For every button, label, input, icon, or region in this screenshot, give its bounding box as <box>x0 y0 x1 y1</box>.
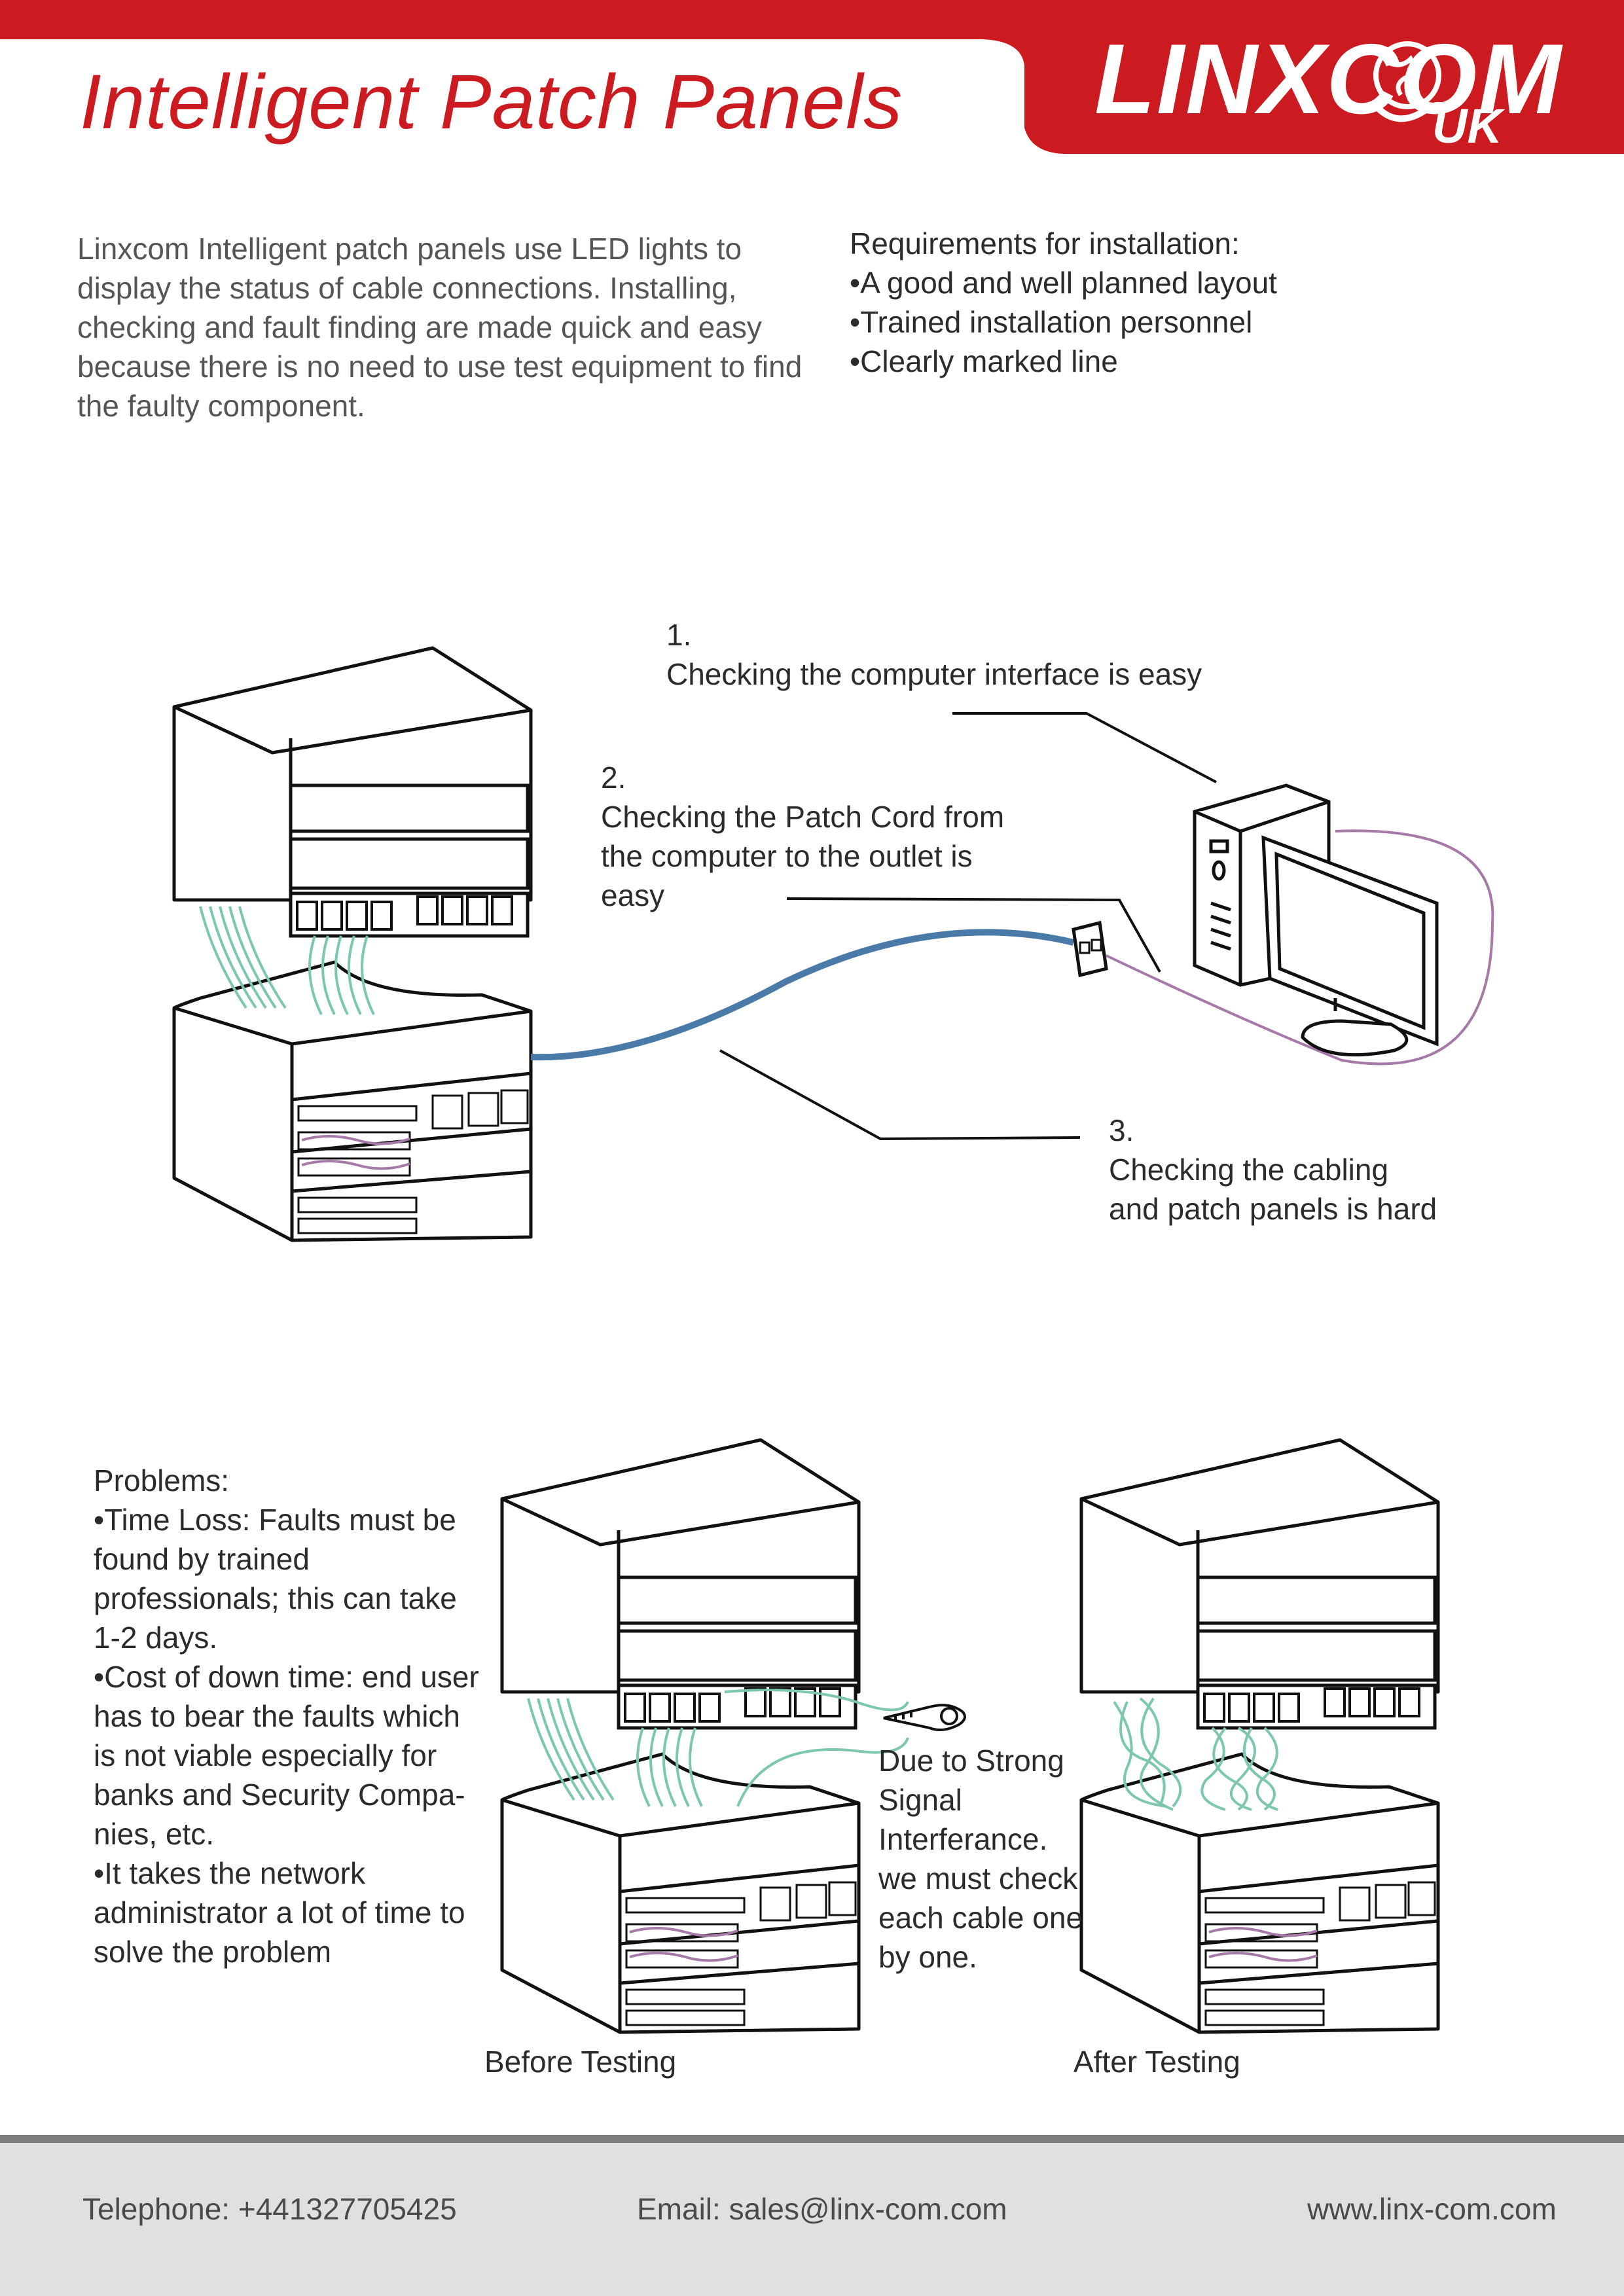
requirement-item: •Clearly marked line <box>850 344 1118 378</box>
problem-line: solve the problem <box>94 1935 332 1969</box>
callout-line: the computer to the outlet is <box>601 839 973 873</box>
callout-number: 3. <box>1109 1113 1134 1147</box>
intro-paragraph: Linxcom Intelligent patch panels use LED… <box>77 229 802 425</box>
requirements-list: Requirements for installation: •A good a… <box>850 224 1277 381</box>
callout-line: Checking the cabling <box>1109 1153 1389 1187</box>
intro-line: display the status of cable connections.… <box>77 271 737 305</box>
page-title: Intelligent Patch Panels <box>80 59 903 145</box>
callout-number: 2. <box>601 761 626 795</box>
requirements-heading: Requirements for installation: <box>850 226 1240 260</box>
note-line: we must check <box>878 1861 1078 1895</box>
problem-line: has to bear the faults which <box>94 1699 460 1733</box>
footer-telephone[interactable]: Telephone: +441327705425 <box>82 2192 457 2226</box>
problem-line: 1-2 days. <box>94 1621 218 1655</box>
computer-cable <box>1106 829 1494 1066</box>
intro-line: checking and fault finding are made quic… <box>77 310 762 344</box>
wall-outlet <box>1072 920 1108 978</box>
callout-line: easy <box>601 878 665 912</box>
problem-line: administrator a lot of time to <box>94 1895 465 1929</box>
patch-panel-illustrations <box>0 0 1494 2134</box>
footer-email[interactable]: Email: sales@linx-com.com <box>637 2192 1007 2226</box>
problem-line: •Cost of down time: end user <box>94 1660 479 1694</box>
problem-line: •It takes the network <box>94 1856 365 1890</box>
callout-line: and patch panels is hard <box>1109 1192 1437 1226</box>
footer-website[interactable]: www.linx-com.com <box>1307 2192 1557 2226</box>
main-rack <box>174 648 531 1240</box>
problems-list: Problems: •Time Loss: Faults must be fou… <box>94 1461 479 1971</box>
footer <box>0 2135 1624 2296</box>
interference-note: Due to Strong Signal Interferance. we mu… <box>878 1741 1083 1977</box>
leader-lines <box>719 712 1217 1141</box>
problem-line: banks and Security Compa- <box>94 1778 465 1812</box>
brand-logo: LINXCOM <box>1094 24 1562 135</box>
callout-3: 3. Checking the cabling and patch panels… <box>1109 1111 1437 1229</box>
computer-icon <box>1193 783 1439 1057</box>
intro-line: because there is no need to use test equ… <box>77 350 803 384</box>
globe-cable-icon <box>1373 41 1449 122</box>
callout-line: Checking the Patch Cord from <box>601 800 1005 834</box>
note-line: by one. <box>878 1940 977 1974</box>
note-line: each cable one <box>878 1901 1083 1935</box>
caption-after-testing: After Testing <box>1074 2045 1240 2079</box>
note-line: Due to Strong <box>878 1744 1064 1778</box>
caption-before-testing: Before Testing <box>484 2045 677 2079</box>
callout-2: 2. Checking the Patch Cord from the comp… <box>601 758 1004 915</box>
note-line: Interferance. <box>878 1822 1048 1856</box>
callout-1: 1. Checking the computer interface is ea… <box>666 615 1202 694</box>
intro-line: Linxcom Intelligent patch panels use LED… <box>77 232 742 266</box>
problem-line: •Time Loss: Faults must be <box>94 1503 456 1537</box>
requirement-item: •A good and well planned layout <box>850 266 1277 300</box>
cable-tester-icon <box>883 1704 966 1732</box>
note-line: Signal <box>878 1783 962 1817</box>
callout-number: 1. <box>666 618 692 652</box>
callout-line: Checking the computer interface is easy <box>666 657 1202 691</box>
problems-heading: Problems: <box>94 1463 230 1498</box>
problem-line: found by trained <box>94 1542 310 1576</box>
problem-line: nies, etc. <box>94 1817 215 1851</box>
requirement-item: •Trained installation personnel <box>850 305 1253 339</box>
problem-line: professionals; this can take <box>94 1581 457 1615</box>
after-testing-rack <box>1081 1440 1438 2032</box>
intro-line: the faulty component. <box>77 389 365 423</box>
problem-line: is not viable especially for <box>94 1738 437 1772</box>
footer-divider <box>0 2135 1624 2143</box>
before-testing-rack <box>502 1440 909 2032</box>
patch-cord-cable <box>530 929 1075 1061</box>
header-banner <box>0 0 1624 154</box>
